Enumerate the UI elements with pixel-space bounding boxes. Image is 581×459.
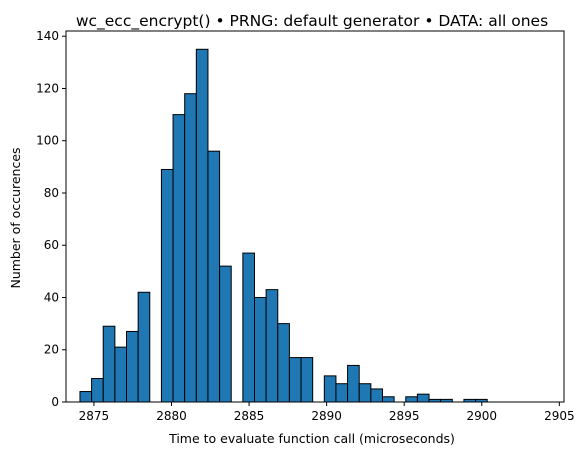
histogram-bar — [416, 393, 430, 403]
histogram-bar — [335, 383, 349, 403]
histogram-bar — [126, 330, 139, 403]
x-tick-label: 2875 — [79, 409, 110, 423]
histogram-bar — [358, 383, 372, 403]
histogram-bar — [79, 391, 93, 403]
histogram-bar — [207, 150, 221, 403]
histogram-bar — [300, 357, 314, 403]
histogram-bar — [277, 323, 290, 403]
y-tick-label: 20 — [44, 343, 59, 357]
histogram-bar — [381, 396, 395, 403]
y-tick-label: 0 — [51, 395, 59, 409]
plot-frame — [65, 30, 565, 403]
histogram-bar — [347, 364, 360, 403]
histogram-bar — [242, 252, 256, 403]
y-tick-label: 120 — [36, 81, 59, 95]
y-axis-label: Number of occurences — [8, 147, 23, 288]
x-tick-label: 2895 — [389, 409, 420, 423]
y-tick-label: 100 — [36, 134, 59, 148]
histogram-bar — [137, 291, 151, 403]
histogram-bar — [405, 396, 418, 403]
x-tick-label: 2905 — [544, 409, 575, 423]
histogram-bar — [265, 289, 279, 403]
x-tick-label: 2890 — [311, 409, 342, 423]
histogram-bar — [219, 265, 232, 403]
y-tick-label: 80 — [44, 186, 59, 200]
x-axis-label: Time to evaluate function call (microsec… — [168, 431, 455, 446]
histogram-bar — [288, 357, 302, 403]
axes-layer — [65, 30, 565, 403]
ticks-layer: 2875 2880 2885 2890 2895 2900 2905 0 20 40 60 80 100… — [36, 29, 575, 423]
histogram-bar — [195, 48, 209, 403]
bars-layer — [79, 48, 488, 403]
histogram-bar — [160, 168, 174, 403]
histogram-bar — [91, 377, 104, 403]
y-tick-label: 40 — [44, 290, 59, 304]
histogram-bar — [184, 93, 197, 403]
histogram-bar — [102, 325, 116, 403]
histogram-bar — [254, 296, 267, 403]
y-tick-label: 60 — [44, 238, 59, 252]
x-tick-label: 2880 — [156, 409, 187, 423]
x-tick-label: 2885 — [234, 409, 265, 423]
histogram-bar — [172, 114, 186, 403]
histogram-bar — [323, 375, 337, 403]
histogram-bar — [114, 346, 128, 403]
x-tick-label: 2900 — [467, 409, 498, 423]
chart-title: wc_ecc_encrypt() • PRNG: default generat… — [76, 12, 548, 31]
histogram-bar — [370, 388, 383, 403]
y-tick-label: 140 — [36, 29, 59, 43]
